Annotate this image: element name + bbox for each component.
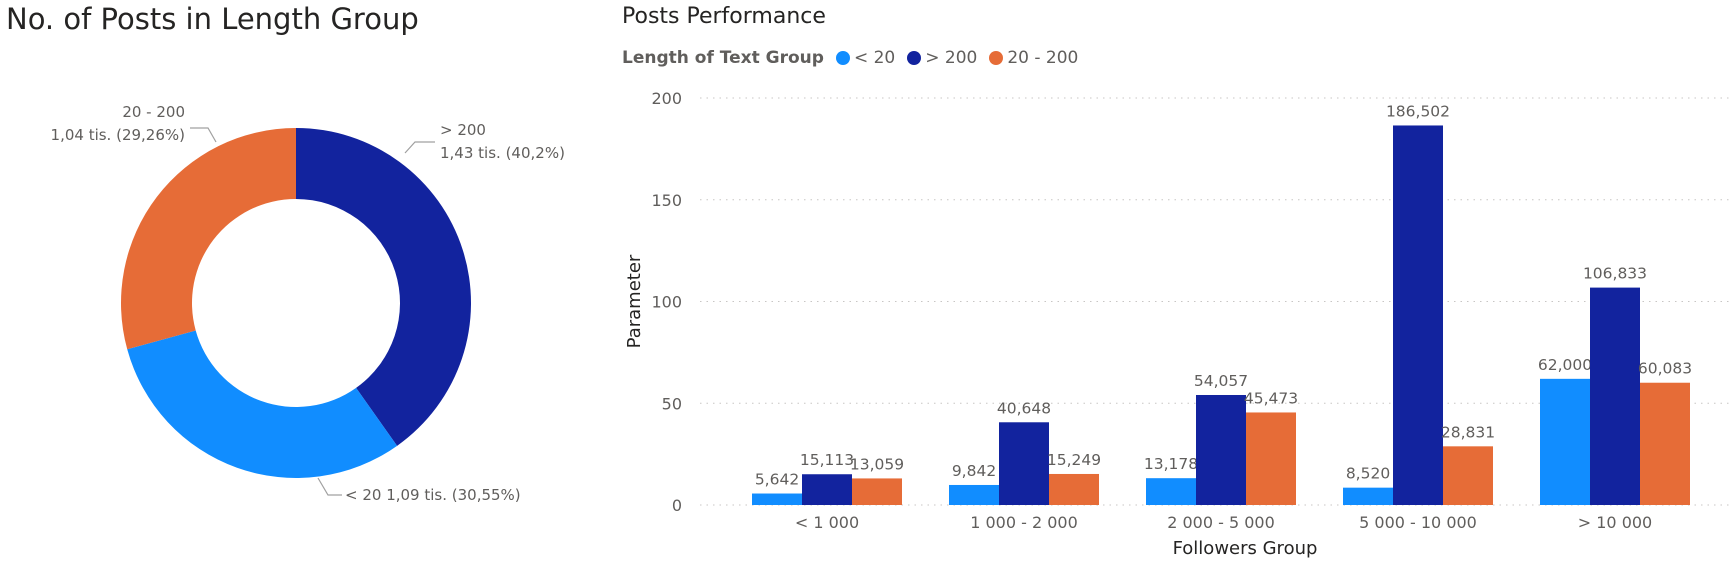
bar-data-label: 28,831 [1441,423,1495,441]
bar[interactable] [1393,125,1443,505]
donut-slice[interactable] [127,330,398,478]
bar[interactable] [1640,382,1690,505]
y-tick-label: 50 [662,394,682,413]
donut-chart-visual: No. of Posts in Length Group > 200 1,43 t… [0,0,600,562]
bar-data-label: 15,113 [800,451,854,469]
bar-data-label: 5,642 [755,471,799,489]
bar-data-label: 54,057 [1194,372,1248,390]
bar[interactable] [1443,446,1493,505]
bar[interactable] [1146,478,1196,505]
donut-slice-name-label: > 200 [440,121,486,139]
bar[interactable] [1049,473,1099,505]
bar-data-label: 60,083 [1638,360,1692,378]
donut-chart-svg: > 200 1,43 tis. (40,2%) < 20 1,09 tis. (30… [51,103,565,504]
legend-marker-icon [835,51,850,65]
donut-slice[interactable] [120,128,296,350]
bar-data-label: 15,249 [1047,451,1101,469]
bar-chart-visual: Posts Performance Length of Text Group <… [600,0,1735,562]
donut-leader-line [404,141,435,154]
legend-item-label: < 20 [853,48,896,68]
bar-data-label: 45,473 [1244,389,1298,407]
bar-data-label: 186,502 [1386,102,1450,120]
y-tick-label: 150 [651,191,682,210]
bar-data-label: 40,648 [997,399,1051,417]
donut-slice-name-label: 20 - 200 [122,103,185,121]
bar-data-label: 13,178 [1144,455,1198,473]
y-axis-title: Parameter [624,254,645,348]
bar[interactable] [852,478,902,505]
x-tick-label: 1 000 - 2 000 [970,513,1078,532]
x-tick-label: 2 000 - 5 000 [1167,513,1275,532]
bar[interactable] [1590,287,1640,505]
donut-leader-line [317,477,342,496]
bar[interactable] [999,422,1049,505]
legend-item-gt200[interactable]: > 200 [907,48,977,68]
bar[interactable] [1343,487,1393,505]
bar-data-label: 9,842 [952,462,996,480]
bar-chart-legend: Length of Text Group < 20 > 200 20 - 200 [622,48,1090,68]
bar[interactable] [949,484,999,505]
x-axis-title: Followers Group [1173,538,1318,559]
donut-slice-value-label: 1,04 tis. (29,26%) [51,126,185,144]
y-tick-label: 0 [672,496,682,515]
legend-item-lt20[interactable]: < 20 [835,48,896,68]
legend-title: Length of Text Group [622,48,824,68]
bar-data-label: 62,000 [1538,356,1592,374]
bar[interactable] [1246,412,1296,505]
legend-item-label: > 200 [925,48,978,68]
bar[interactable] [802,474,852,505]
donut-slice-value-label: 1,43 tis. (40,2%) [440,144,565,162]
legend-item-20-200[interactable]: 20 - 200 [989,48,1078,68]
bar[interactable] [1196,394,1246,505]
legend-marker-icon [907,51,922,65]
x-tick-label: < 1 000 [795,513,859,532]
donut-chart-title: No. of Posts in Length Group [6,2,419,36]
bar-data-label: 13,059 [850,455,904,473]
legend-marker-icon [989,51,1004,65]
bar[interactable] [752,493,802,505]
bar-data-label: 106,833 [1583,265,1647,283]
x-tick-label: 5 000 - 10 000 [1359,513,1477,532]
donut-leader-line [190,127,217,143]
bar[interactable] [1540,378,1590,505]
y-tick-label: 200 [651,89,682,108]
y-tick-label: 100 [651,293,682,312]
x-tick-label: > 10 000 [1578,513,1652,532]
donut-slice-label: < 20 1,09 tis. (30,55%) [345,486,521,504]
bar-data-label: 8,520 [1346,465,1390,483]
legend-item-label: 20 - 200 [1007,48,1079,68]
donut-slice[interactable] [296,128,471,446]
bar-chart-title: Posts Performance [622,4,826,29]
